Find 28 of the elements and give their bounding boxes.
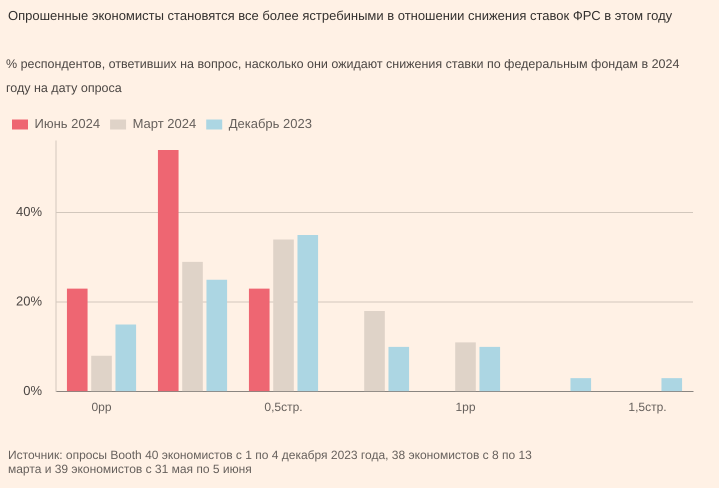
y-tick-label: 20%	[16, 294, 42, 309]
bar	[158, 150, 179, 392]
x-tick-label: 1рр	[455, 400, 476, 414]
bar	[364, 311, 385, 392]
bar	[206, 280, 228, 392]
legend-label: Июнь 2024	[34, 116, 100, 132]
bar	[273, 239, 294, 392]
bar	[66, 288, 88, 392]
bar	[479, 346, 500, 392]
bar	[182, 262, 203, 392]
bar	[91, 356, 112, 392]
legend-label: Март 2024	[132, 116, 196, 132]
bar	[661, 378, 682, 392]
chart-title: Опрошенные экономисты становятся все более ястребиными в отношении снижения ставок ФРС в этом году	[8, 8, 674, 23]
bar	[248, 288, 270, 392]
y-tick-label: 0%	[23, 383, 42, 398]
bar	[455, 342, 476, 392]
bar	[115, 324, 136, 392]
legend-label: Декабрь 2023	[228, 116, 312, 132]
bar	[570, 378, 592, 392]
x-tick-label: 0,5стр.	[264, 400, 303, 414]
x-tick-label: 0рр	[92, 400, 112, 414]
y-tick-label: 40%	[16, 204, 42, 220]
bar	[297, 234, 318, 392]
text: Источник: опросы Booth 40 экономистов с 1 по 4 декабря 2023 года, 38 экономистов с 8 по 13 марта и 39 экономистов с 31 мая по 5 июня	[8, 448, 533, 476]
bar	[388, 346, 410, 392]
x-tick-label: 1,5стр.	[628, 400, 667, 414]
chart-subtitle: % респондентов, ответивших на вопрос, насколько они ожидают снижения ставки по федеральным фондам в 2024 году на дату опроса	[6, 56, 680, 97]
